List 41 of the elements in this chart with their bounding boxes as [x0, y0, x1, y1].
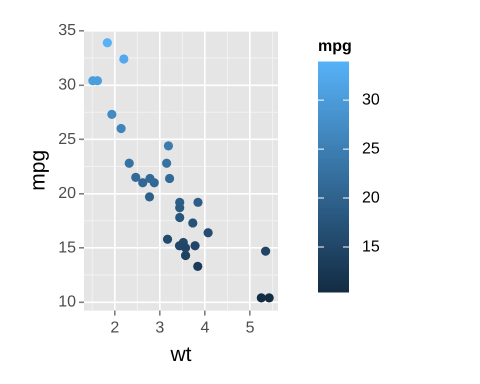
point	[144, 192, 154, 202]
color-bar-label: 25	[362, 140, 380, 158]
color-bar-label: 15	[362, 238, 380, 256]
point	[193, 198, 203, 207]
color-bar-title: mpg	[318, 38, 352, 55]
x-tick-label: 4	[200, 320, 210, 337]
point	[164, 174, 174, 184]
y-tick-label: 25	[58, 130, 76, 148]
y-tick-label: 10	[58, 294, 76, 311]
y-axis-title: mpg	[26, 150, 50, 191]
x-axis-title: wt	[170, 343, 192, 366]
point	[180, 250, 190, 260]
y-tick-label: 20	[58, 185, 76, 202]
point	[256, 293, 266, 302]
point	[102, 38, 112, 48]
point	[107, 110, 116, 119]
point	[116, 124, 126, 134]
y-tick-label: 35	[58, 22, 76, 40]
color-bar-label: 30	[362, 92, 380, 109]
point	[204, 228, 213, 238]
point	[264, 293, 274, 302]
point	[190, 241, 200, 250]
point	[124, 158, 134, 168]
point	[193, 262, 202, 271]
point	[175, 212, 184, 222]
y-tick-label: 15	[58, 239, 76, 256]
x-tick-label: 3	[155, 320, 164, 337]
point	[119, 54, 128, 64]
point	[145, 174, 155, 184]
y-tick-label: 30	[58, 76, 76, 94]
point	[162, 234, 172, 244]
point	[138, 178, 148, 188]
x-tick-label: 2	[110, 320, 120, 337]
point	[162, 158, 172, 168]
point	[261, 246, 270, 256]
point	[180, 243, 190, 253]
point	[131, 172, 140, 182]
x-tick-label: 5	[246, 320, 255, 337]
point	[188, 218, 198, 228]
color-bar-label: 20	[362, 189, 380, 206]
point	[164, 141, 174, 150]
